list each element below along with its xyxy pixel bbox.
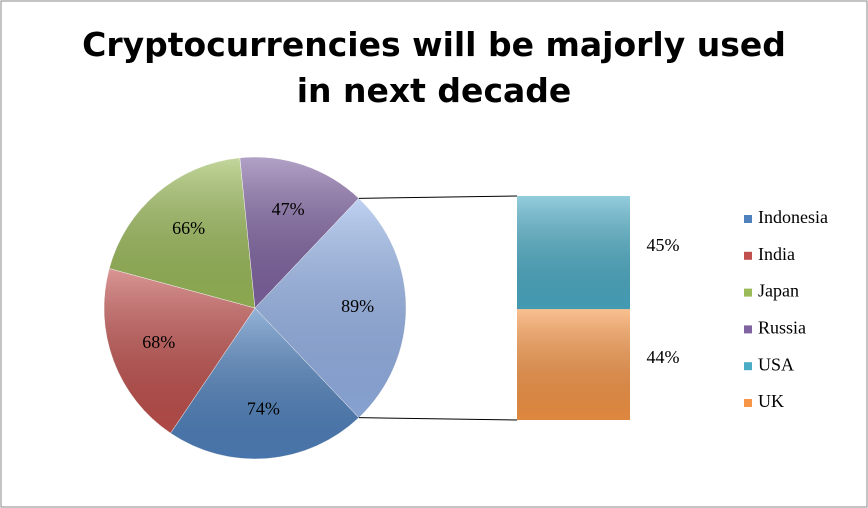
- legend-marker: [744, 362, 752, 371]
- data-label: 66%: [172, 218, 205, 238]
- legend-label: India: [758, 244, 795, 264]
- bar-shade: [517, 196, 630, 310]
- legend-marker: [744, 251, 752, 260]
- data-label: 74%: [247, 398, 280, 418]
- pie-slice-shade: [255, 198, 407, 418]
- legend-label: UK: [758, 391, 784, 411]
- data-label: 45%: [647, 235, 680, 255]
- data-label: 68%: [142, 332, 175, 352]
- connector-line: [358, 417, 518, 421]
- pie-slice-shade: [103, 268, 255, 434]
- legend-marker: [744, 325, 752, 334]
- pie-slice-shade: [239, 157, 359, 308]
- bar-shade: [517, 309, 630, 420]
- legend-marker: [744, 215, 752, 223]
- data-label: 89%: [341, 296, 374, 316]
- legend-label: Indonesia: [758, 207, 828, 227]
- data-label: 44%: [647, 347, 680, 367]
- chart-title: Cryptocurrencies will be majorly used in…: [82, 25, 786, 110]
- pie-slice-shade: [170, 308, 359, 460]
- legend-label: Japan: [758, 281, 799, 301]
- legend-marker: [744, 399, 752, 407]
- legend-label: USA: [758, 354, 794, 374]
- data-label: 47%: [272, 199, 305, 219]
- pie-slice-shade: [109, 157, 255, 308]
- legend-marker: [744, 288, 752, 297]
- legend-label: Russia: [758, 318, 806, 338]
- connector-line: [358, 195, 518, 199]
